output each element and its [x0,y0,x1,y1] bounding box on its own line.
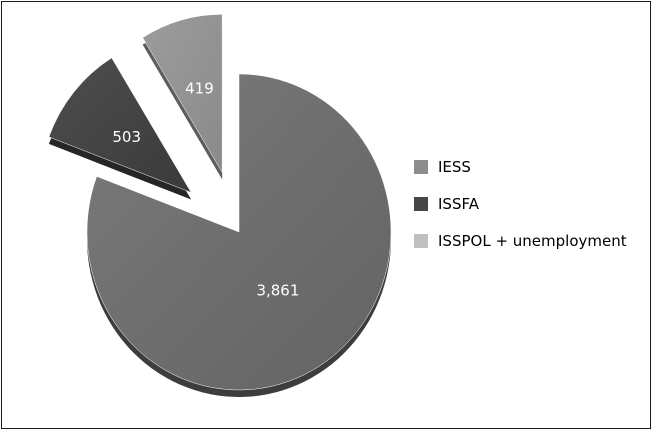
slice-iess [86,73,392,391]
data-label-isspol-unemployment: 419 [185,80,214,98]
data-label-issfa: 503 [112,128,141,146]
legend-label-iess: IESS [438,158,471,176]
legend-swatch-issfa [414,197,428,211]
slice-isspol-unemployment [142,14,223,174]
legend-swatch-iess [414,160,428,174]
legend-label-issfa: ISSFA [438,195,480,213]
slice-labels: 3,861 503 419 [112,80,299,300]
data-label-iess: 3,861 [256,281,299,299]
pie-slices [48,14,392,397]
legend-label-isspol-unemployment: ISSPOL + unemployment [438,232,627,250]
slice-issfa [48,57,192,194]
legend: IESS ISSFA ISSPOL + unemployment [414,158,627,250]
legend-swatch-isspol-unemployment [414,234,428,248]
